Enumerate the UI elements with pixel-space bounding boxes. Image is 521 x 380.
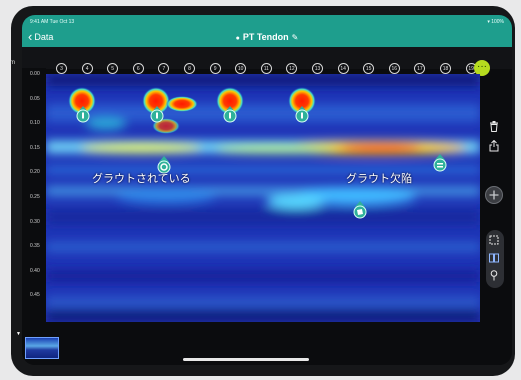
grid-line-number[interactable]: 15 xyxy=(363,63,375,74)
depth-tick: 0.45 xyxy=(30,292,40,299)
depth-tick: 0.00 xyxy=(30,71,40,77)
page-title-text: PT Tendon xyxy=(242,32,289,42)
target-marker[interactable] xyxy=(223,106,237,124)
page-title[interactable]: ● PT Tendon ✎ xyxy=(22,32,512,42)
grid-line-number[interactable]: 17 xyxy=(414,63,426,74)
target-marker[interactable] xyxy=(150,106,164,124)
unit-label: m xyxy=(10,60,15,66)
grid-line-number[interactable]: 18 xyxy=(440,63,451,74)
depth-tick: 0.15 xyxy=(30,144,40,151)
trash-icon[interactable] xyxy=(483,118,505,140)
back-button[interactable]: ‹ Data xyxy=(28,29,54,44)
target-marker[interactable] xyxy=(76,106,90,124)
thumbnail-caret-icon: ▼ xyxy=(16,331,21,337)
back-label: Data xyxy=(34,32,54,42)
depth-tick: 0.10 xyxy=(30,120,40,127)
grid-line-number[interactable]: 4 xyxy=(81,63,93,74)
home-indicator[interactable] xyxy=(183,358,309,361)
void-top-marker[interactable] xyxy=(433,154,447,172)
compare-icon[interactable] xyxy=(483,249,505,271)
grid-line-number[interactable]: 7 xyxy=(158,63,170,74)
depth-tick: 0.25 xyxy=(30,194,40,200)
void-label: グラウト欠陥 xyxy=(346,173,412,185)
pin-icon[interactable] xyxy=(483,267,505,289)
status-time: 9:41 AM Tue Oct 13 xyxy=(30,19,75,25)
radar-image xyxy=(46,74,480,322)
grid-line-number[interactable]: 14 xyxy=(337,63,349,74)
nav-bar: ‹ Data ● PT Tendon ✎ xyxy=(22,28,512,47)
status-bar: 9:41 AM Tue Oct 13 ▾ 100% xyxy=(22,15,512,28)
status-battery: ▾ 100% xyxy=(487,19,504,25)
grid-line-number[interactable]: 5 xyxy=(107,63,119,74)
depth-tick: 0.20 xyxy=(30,169,40,176)
select-box-icon[interactable] xyxy=(483,231,505,253)
grouted-label: グラウトされている xyxy=(92,173,191,185)
grid-line-number[interactable]: 8 xyxy=(184,63,195,74)
grid-line-number[interactable]: 11 xyxy=(260,63,272,74)
radar-scan[interactable]: グラウトされている グラウト欠陥 xyxy=(46,74,480,322)
grid-line-number[interactable]: 12 xyxy=(286,63,298,74)
share-icon[interactable] xyxy=(483,138,505,160)
grid-line-number[interactable]: 6 xyxy=(132,63,144,74)
depth-tick: 0.35 xyxy=(30,243,40,250)
grid-line-number[interactable]: 13 xyxy=(312,63,323,74)
grid-line-number[interactable]: 9 xyxy=(209,63,221,74)
depth-tick: 0.30 xyxy=(30,218,40,225)
grid-line-number[interactable]: 16 xyxy=(388,63,400,74)
target-marker[interactable] xyxy=(295,106,309,124)
add-icon[interactable] xyxy=(483,185,505,207)
chevron-left-icon: ‹ xyxy=(28,29,33,44)
depth-tick: 0.40 xyxy=(30,267,40,274)
scan-thumbnail[interactable] xyxy=(25,337,59,359)
pencil-icon[interactable]: ✎ xyxy=(291,33,299,42)
grid-line-number[interactable]: 10 xyxy=(235,63,247,74)
depth-tick: 0.05 xyxy=(30,95,40,102)
grouted-marker[interactable] xyxy=(157,156,171,174)
grid-header xyxy=(22,47,512,69)
grid-line-number[interactable]: 3 xyxy=(56,63,67,74)
void-marker[interactable] xyxy=(353,201,367,219)
depth-axis: 0.00 0.05 0.10 0.15 0.20 0.25 0.30 0.35 0.40 0.45 xyxy=(22,68,46,320)
ellipsis-icon[interactable]: ··· xyxy=(474,60,490,76)
status-dot: ● xyxy=(235,35,240,42)
